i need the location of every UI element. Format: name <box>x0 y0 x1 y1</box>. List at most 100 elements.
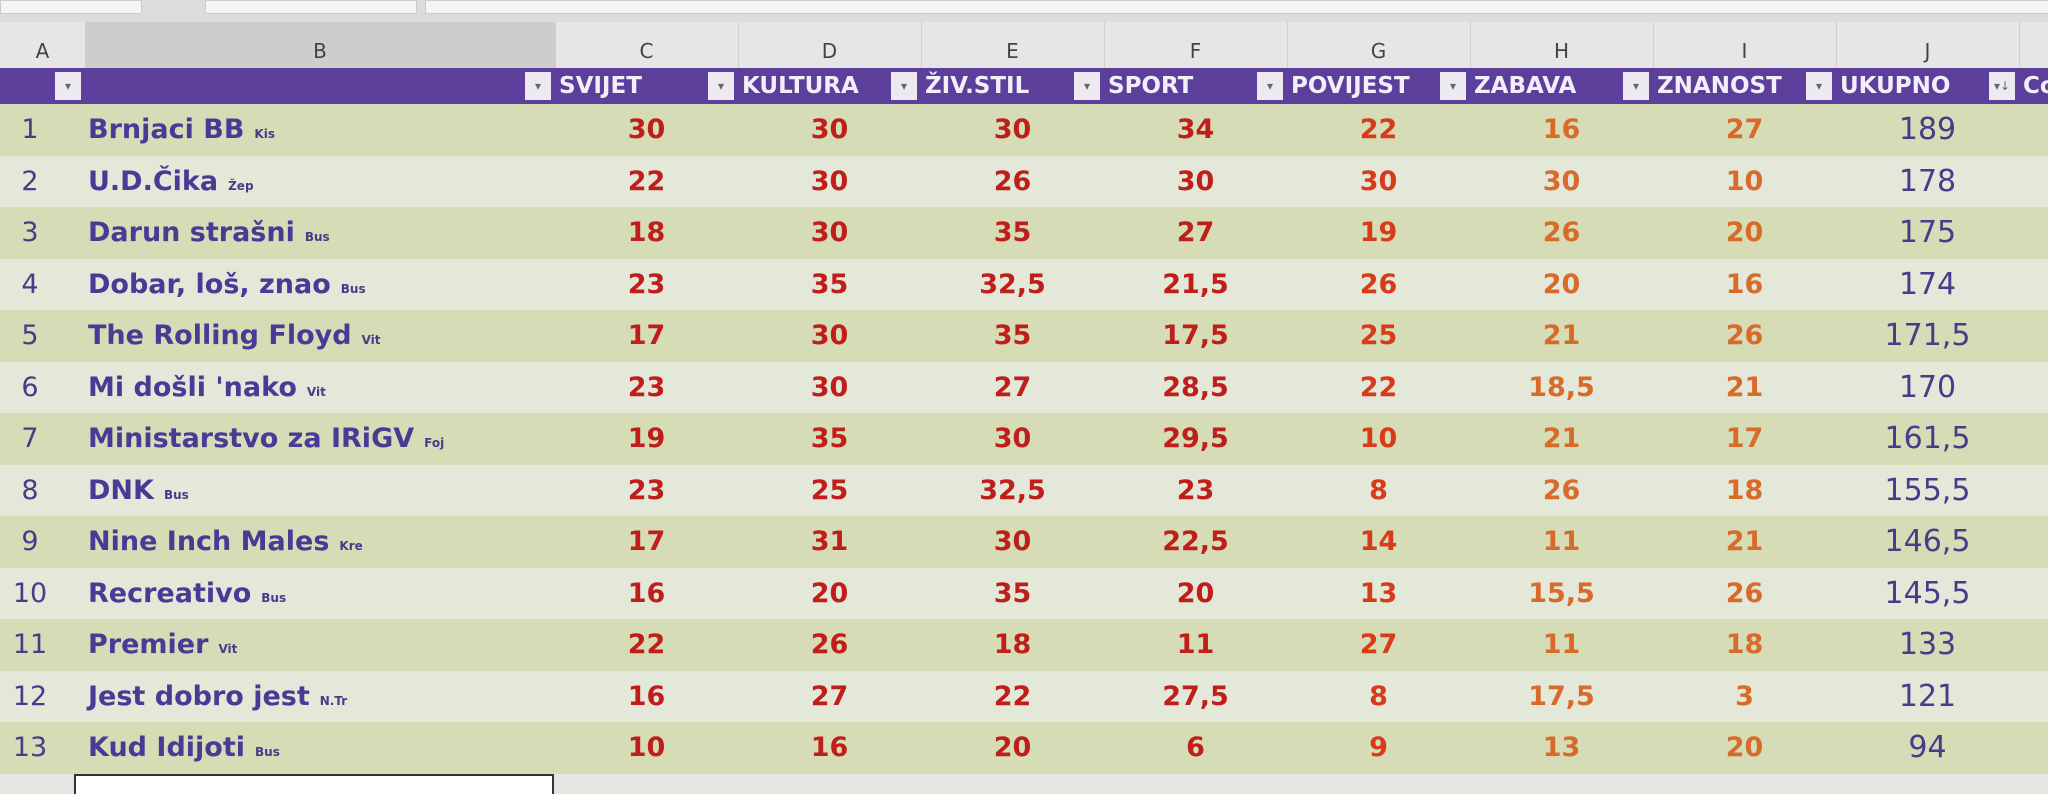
selected-cell[interactable] <box>74 774 554 794</box>
filter-dropdown-icon[interactable]: ▾ <box>1806 72 1832 100</box>
score-cell[interactable]: 21 <box>1725 371 1764 403</box>
rank-cell[interactable]: 9 <box>21 526 39 557</box>
team-cell[interactable]: Dobar, loš, znao Bus <box>88 259 366 311</box>
total-cell[interactable]: 94 <box>1908 730 1947 765</box>
rank-cell[interactable]: 7 <box>21 423 39 454</box>
table-row[interactable]: 13 Kud Idijoti Bus 10 16 20 6 9 13 20 94 <box>0 722 2048 774</box>
team-cell[interactable]: Recreativo Bus <box>88 568 286 620</box>
name-box[interactable] <box>0 0 142 14</box>
column-header-d[interactable]: D <box>738 22 922 68</box>
team-cell[interactable]: Jest dobro jest N.Tr <box>88 671 347 723</box>
total-cell[interactable]: 146,5 <box>1884 524 1971 559</box>
table-row[interactable]: 4 Dobar, loš, znao Bus 23 35 32,5 21,5 26 20 16 17… <box>0 258 2048 311</box>
rank-cell[interactable]: 2 <box>21 165 39 197</box>
score-cell[interactable]: 22 <box>1359 371 1398 403</box>
team-cell[interactable]: Darun strašni Bus <box>88 207 330 259</box>
rank-cell[interactable]: 3 <box>21 217 39 248</box>
score-cell[interactable]: 16 <box>1542 114 1581 145</box>
score-cell[interactable]: 26 <box>1542 217 1581 248</box>
filter-dropdown-icon[interactable]: ▾ <box>891 72 917 100</box>
filter-dropdown-icon[interactable]: ▾ <box>525 72 551 100</box>
score-cell[interactable]: 26 <box>993 165 1032 197</box>
rank-cell[interactable]: 5 <box>21 320 39 351</box>
team-cell[interactable]: Mi došli 'nako Vit <box>88 362 326 414</box>
column-header-j[interactable]: J <box>1836 22 2020 68</box>
team-cell[interactable]: DNK Bus <box>88 465 189 517</box>
score-cell[interactable]: 22,5 <box>1162 526 1229 557</box>
filter-dropdown-icon[interactable]: ▾ <box>55 72 81 100</box>
score-cell[interactable]: 18,5 <box>1528 371 1595 403</box>
total-cell[interactable]: 175 <box>1898 215 1957 250</box>
score-cell[interactable]: 30 <box>810 320 849 351</box>
score-cell[interactable]: 16 <box>627 680 666 712</box>
score-cell[interactable]: 17 <box>1725 423 1764 454</box>
filter-dropdown-icon[interactable]: ▾ <box>1074 72 1100 100</box>
score-cell[interactable]: 21,5 <box>1162 268 1229 300</box>
score-cell[interactable]: 32,5 <box>979 268 1046 300</box>
score-cell[interactable]: 30 <box>993 114 1032 145</box>
total-cell[interactable]: 170 <box>1898 369 1957 405</box>
score-cell[interactable]: 16 <box>1725 268 1764 300</box>
score-cell[interactable]: 27 <box>1359 629 1398 660</box>
score-cell[interactable]: 35 <box>810 268 849 300</box>
score-cell[interactable]: 13 <box>1359 577 1398 609</box>
team-cell[interactable]: Kud Idijoti Bus <box>88 722 280 774</box>
filter-dropdown-icon[interactable]: ▾ <box>1623 72 1649 100</box>
score-cell[interactable]: 17,5 <box>1528 680 1595 712</box>
rank-cell[interactable]: 6 <box>21 371 39 403</box>
score-cell[interactable]: 25 <box>810 474 849 506</box>
team-cell[interactable]: Brnjaci BB Kis <box>88 104 275 156</box>
score-cell[interactable]: 11 <box>1542 629 1581 660</box>
score-cell[interactable]: 17 <box>627 526 666 557</box>
score-cell[interactable]: 30 <box>1176 165 1215 197</box>
score-cell[interactable]: 8 <box>1369 680 1388 712</box>
score-cell[interactable]: 20 <box>1542 268 1581 300</box>
score-cell[interactable]: 34 <box>1176 114 1215 145</box>
column-header-e[interactable]: E <box>921 22 1105 68</box>
score-cell[interactable]: 16 <box>627 577 666 609</box>
table-row[interactable]: 10 Recreativo Bus 16 20 35 20 13 15,5 26 145,5 <box>0 567 2048 620</box>
score-cell[interactable]: 21 <box>1542 320 1581 351</box>
column-header-i[interactable]: I <box>1653 22 1837 68</box>
table-row[interactable]: 3 Darun strašni Bus 18 30 35 27 19 26 20 175 <box>0 207 2048 259</box>
score-cell[interactable]: 27,5 <box>1162 680 1229 712</box>
table-row[interactable]: 12 Jest dobro jest N.Tr 16 27 22 27,5 8 17,5 3 121 <box>0 670 2048 723</box>
column-header-h[interactable]: H <box>1470 22 1654 68</box>
total-cell[interactable]: 133 <box>1898 627 1957 662</box>
column-header-b[interactable]: B <box>85 22 556 68</box>
filter-dropdown-icon[interactable]: ▾↓ <box>1989 72 2015 100</box>
team-cell[interactable]: Nine Inch Males Kre <box>88 516 363 568</box>
table-row[interactable]: 6 Mi došli 'nako Vit 23 30 27 28,5 22 18,5 21 170 <box>0 361 2048 414</box>
score-cell[interactable]: 19 <box>1359 217 1398 248</box>
total-cell[interactable]: 174 <box>1898 266 1957 302</box>
score-cell[interactable]: 6 <box>1186 732 1205 763</box>
score-cell[interactable]: 18 <box>993 629 1032 660</box>
score-cell[interactable]: 27 <box>810 680 849 712</box>
score-cell[interactable]: 27 <box>1725 114 1764 145</box>
score-cell[interactable]: 30 <box>1542 165 1581 197</box>
rank-cell[interactable]: 8 <box>21 474 39 506</box>
score-cell[interactable]: 11 <box>1176 629 1215 660</box>
score-cell[interactable]: 30 <box>993 423 1032 454</box>
filter-dropdown-icon[interactable]: ▾ <box>1257 72 1283 100</box>
score-cell[interactable]: 35 <box>993 320 1032 351</box>
score-cell[interactable]: 17 <box>627 320 666 351</box>
score-cell[interactable]: 26 <box>1725 577 1764 609</box>
score-cell[interactable]: 28,5 <box>1162 371 1229 403</box>
team-cell[interactable]: The Rolling Floyd Vit <box>88 310 381 362</box>
score-cell[interactable]: 18 <box>1725 474 1764 506</box>
score-cell[interactable]: 10 <box>627 732 666 763</box>
score-cell[interactable]: 9 <box>1369 732 1388 763</box>
score-cell[interactable]: 20 <box>993 732 1032 763</box>
rank-cell[interactable]: 11 <box>12 629 48 660</box>
score-cell[interactable]: 31 <box>810 526 849 557</box>
filter-dropdown-icon[interactable]: ▾ <box>1440 72 1466 100</box>
formula-bar[interactable] <box>425 0 2048 14</box>
score-cell[interactable]: 30 <box>810 371 849 403</box>
score-cell[interactable]: 35 <box>993 217 1032 248</box>
score-cell[interactable]: 21 <box>1725 526 1764 557</box>
score-cell[interactable]: 21 <box>1542 423 1581 454</box>
score-cell[interactable]: 26 <box>1359 268 1398 300</box>
score-cell[interactable]: 25 <box>1359 320 1398 351</box>
column-header-g[interactable]: G <box>1287 22 1471 68</box>
